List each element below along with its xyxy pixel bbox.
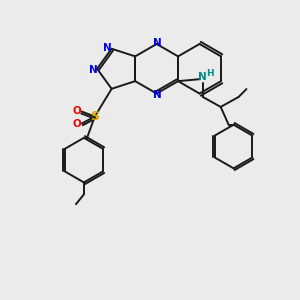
- Text: S: S: [90, 110, 99, 123]
- Text: N: N: [103, 43, 112, 53]
- Text: N: N: [153, 89, 162, 100]
- Text: O: O: [73, 119, 81, 130]
- Text: N: N: [153, 38, 162, 48]
- Text: N: N: [89, 65, 98, 75]
- Text: O: O: [73, 106, 81, 116]
- Text: H: H: [206, 69, 214, 78]
- Text: N: N: [199, 72, 207, 82]
